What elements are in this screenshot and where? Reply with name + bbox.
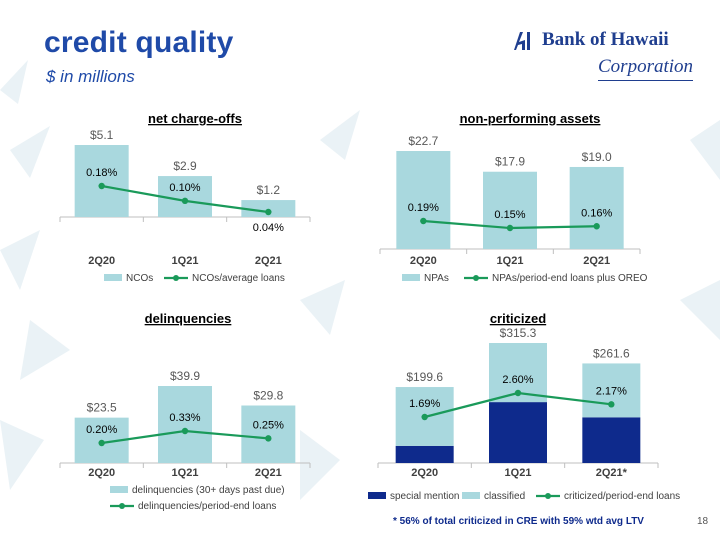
ratio-point [181, 427, 189, 435]
bar-value-label: $23.5 [87, 401, 117, 415]
bank-logo-icon [514, 32, 530, 50]
bar-value-label: $17.9 [495, 155, 525, 169]
x-tick-label: 2Q20 [88, 467, 115, 479]
legend-bar-swatch [402, 274, 420, 281]
ratio-point [98, 182, 105, 190]
ratio-label: 0.04% [253, 222, 284, 234]
ratio-label: 0.33% [169, 412, 200, 424]
bar-value-label: $2.9 [173, 159, 197, 173]
ratio-label: 0.16% [581, 207, 612, 219]
chart-title: net charge-offs [148, 111, 242, 126]
x-tick-label: 1Q21 [172, 255, 199, 267]
chart-title: criticized [490, 311, 546, 326]
legend-line-marker [119, 503, 125, 509]
legend-bar-swatch [110, 486, 128, 493]
ratio-label: 0.19% [408, 202, 439, 214]
legend-label: NPAs/period-end loans plus OREO [492, 273, 648, 284]
bar-value-label: $29.8 [253, 388, 283, 402]
page-number: 18 [697, 516, 709, 527]
x-tick-label: 2Q20 [88, 255, 115, 267]
bar-classified [582, 363, 641, 418]
bar-special-mention [582, 417, 641, 463]
bank-logo-corporation: Corporation [598, 56, 694, 81]
ratio-label: 2.60% [502, 374, 533, 386]
ratio-point [265, 208, 272, 216]
bar-value-label: $19.0 [582, 150, 612, 164]
page-subtitle: $ in millions [46, 67, 135, 86]
legend-label: NCOs [126, 273, 153, 284]
x-tick-label: 2Q21 [255, 467, 282, 479]
legend-bar-swatch [104, 274, 122, 281]
legend-line-marker [545, 493, 551, 499]
bar-total-label: $261.6 [593, 346, 630, 360]
legend-label: classified [484, 491, 525, 502]
legend-label: delinquencies/period-end loans [138, 501, 276, 512]
bank-logo: Bank of Hawaii Corporation [512, 28, 694, 81]
x-tick-label: 1Q21 [497, 255, 524, 267]
bar-total-label: $315.3 [500, 326, 537, 340]
chart-title: delinquencies [145, 311, 232, 326]
ratio-point [98, 439, 105, 447]
bar-total-label: $199.6 [406, 370, 443, 384]
footnote: * 56% of total criticized in CRE with 59… [393, 516, 644, 527]
bar [158, 176, 212, 217]
ratio-point [514, 389, 522, 397]
bank-logo-name: Bank of Hawaii [542, 29, 669, 50]
bar-special-mention [395, 445, 454, 463]
ratio-label: 0.20% [86, 424, 117, 436]
legend-label: NCOs/average loans [192, 273, 285, 284]
x-tick-label: 2Q20 [411, 467, 438, 479]
x-tick-label: 2Q20 [410, 255, 437, 267]
ratio-label: 0.25% [253, 419, 284, 431]
bar-value-label: $1.2 [257, 183, 281, 197]
ratio-label: 0.18% [86, 167, 117, 179]
bar-special-mention [489, 402, 547, 463]
ratio-point [506, 224, 514, 232]
legend-label: delinquencies (30+ days past due) [132, 485, 285, 496]
x-tick-label: 1Q21 [172, 467, 199, 479]
x-tick-label: 1Q21 [505, 467, 532, 479]
chart-title: non-performing assets [460, 111, 601, 126]
x-tick-label: 2Q21 [255, 255, 282, 267]
legend-label: NPAs [424, 273, 449, 284]
bar [241, 200, 296, 217]
bar [396, 151, 451, 249]
x-tick-label: 2Q21 [583, 255, 610, 267]
legend-label: special mention [390, 491, 459, 502]
ratio-label: 0.15% [494, 209, 525, 221]
bar [483, 171, 537, 249]
ratio-label: 0.10% [169, 182, 200, 194]
page-title: credit quality [44, 26, 234, 59]
bar-value-label: $39.9 [170, 369, 200, 383]
bar-value-label: $22.7 [408, 134, 438, 148]
x-tick-label: 2Q21* [596, 467, 628, 479]
ratio-point [608, 401, 615, 408]
legend-bar-swatch [462, 492, 480, 499]
ratio-point [265, 435, 272, 442]
bar [74, 145, 129, 217]
legend-label: criticized/period-end loans [564, 491, 680, 502]
ratio-label: 1.69% [409, 398, 440, 410]
legend-bar-swatch [368, 492, 386, 499]
bar [158, 386, 212, 463]
legend-line-marker [473, 275, 479, 281]
ratio-point [421, 413, 428, 421]
ratio-label: 2.17% [596, 385, 627, 397]
legend-line-marker [173, 275, 179, 281]
bar-value-label: $5.1 [90, 128, 114, 142]
ratio-point [593, 223, 600, 230]
ratio-point [420, 217, 427, 225]
bar [241, 405, 296, 463]
ratio-point [181, 197, 189, 205]
bar [569, 166, 624, 249]
